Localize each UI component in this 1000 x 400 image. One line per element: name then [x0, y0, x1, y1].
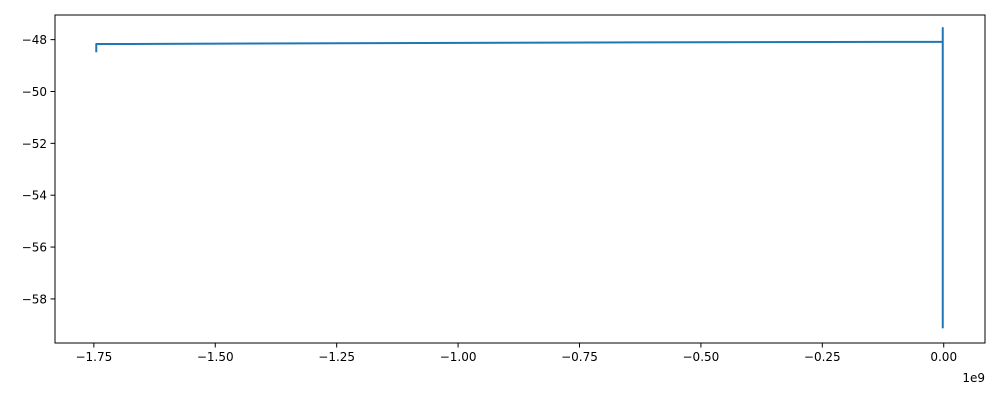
axes	[54, 14, 986, 344]
y-tick-label: −54	[22, 189, 47, 203]
x-tick-label: −0.50	[683, 350, 720, 364]
x-tick-label: −1.25	[318, 350, 355, 364]
x-axis-offset-label: 1e9	[962, 371, 985, 385]
y-tick-label: −56	[22, 241, 47, 255]
x-tick-label: −0.75	[561, 350, 598, 364]
x-tick-label: −0.25	[804, 350, 841, 364]
x-axis-ticks: −1.75 −1.50 −1.25 −1.00 −0.75 −0.50 −0.25 0.00	[75, 343, 957, 364]
x-tick-label: −1.50	[197, 350, 234, 364]
y-axis-ticks: −48 −50 −52 −54 −56 −58	[22, 33, 55, 306]
series-line-0	[95, 26, 944, 329]
y-tick-label: −58	[22, 292, 47, 306]
x-tick-label: −1.00	[440, 350, 477, 364]
y-tick-label: −48	[22, 33, 47, 47]
x-tick-label: 0.00	[930, 350, 957, 364]
y-tick-label: −50	[22, 85, 47, 99]
y-tick-label: −52	[22, 137, 47, 151]
plot-frame	[54, 14, 986, 344]
x-tick-label: −1.75	[75, 350, 112, 364]
series-group	[95, 26, 944, 329]
